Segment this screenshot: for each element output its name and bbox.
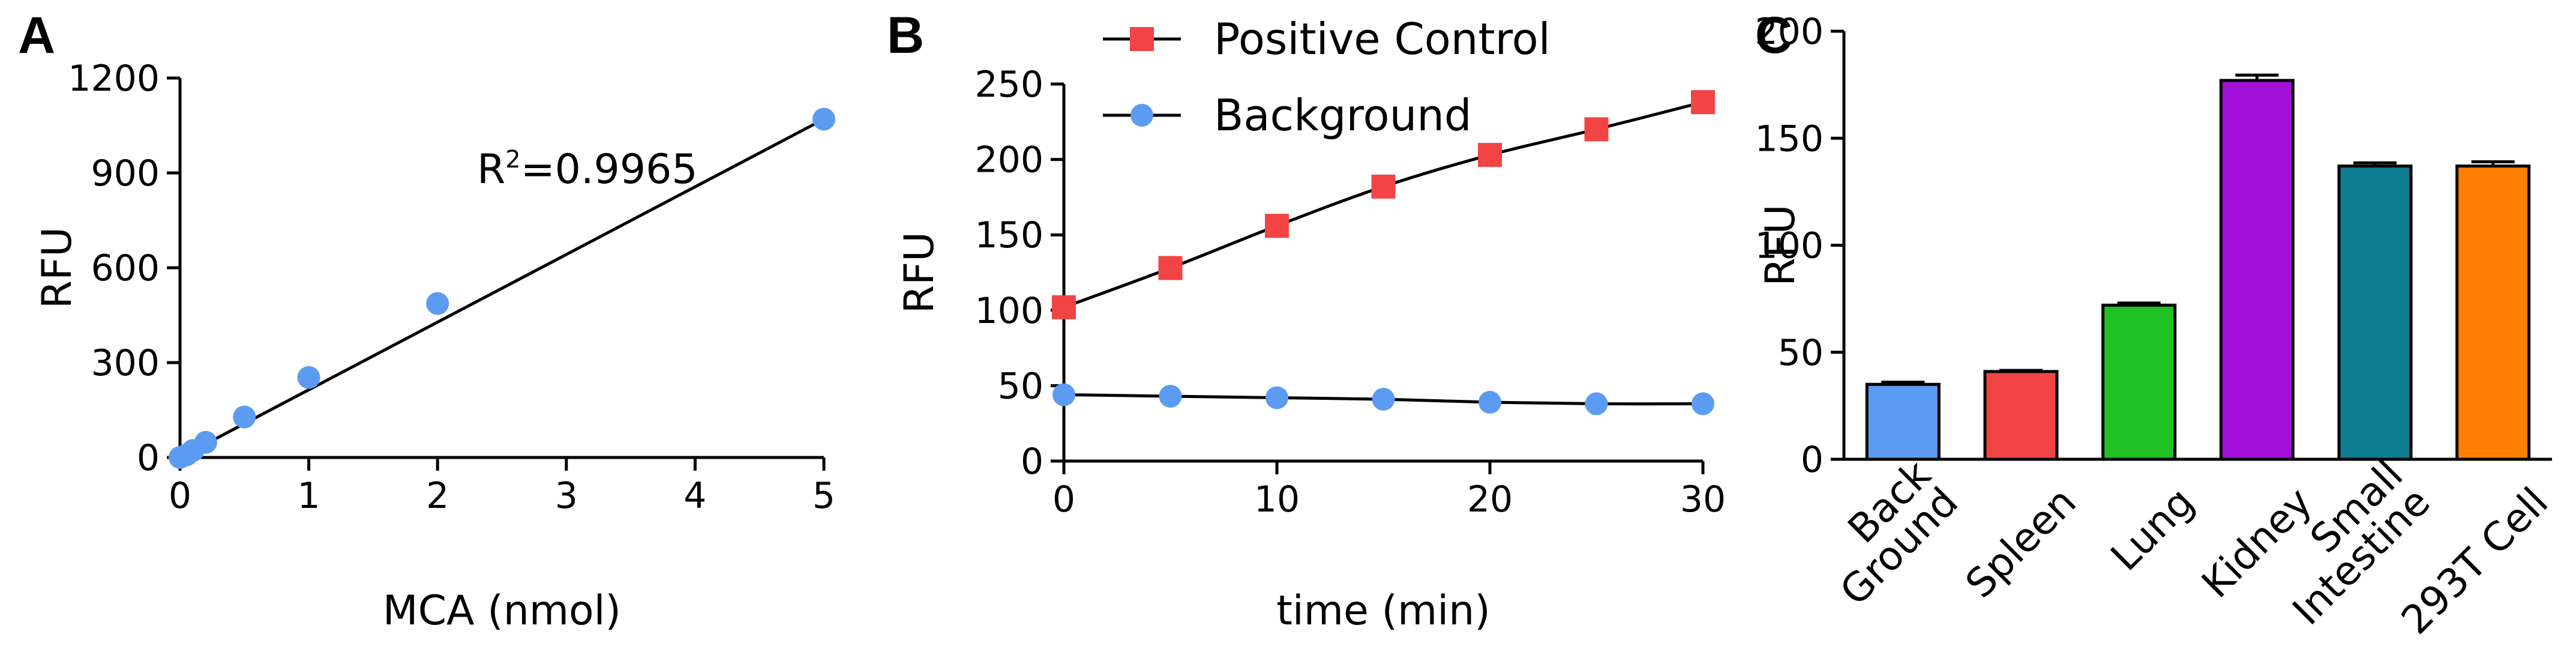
x-tick-label: 3 — [555, 475, 578, 517]
x-tick-label: 1 — [298, 475, 320, 517]
fit-line — [179, 118, 825, 459]
bar — [2337, 165, 2413, 461]
x-tick-label: 5 — [812, 475, 835, 517]
data-point — [1478, 143, 1502, 168]
x-tick-label: 10 — [1254, 478, 1300, 521]
y-tick-label: 250 — [974, 64, 1043, 106]
bar — [2101, 303, 2177, 461]
bar — [1865, 382, 1941, 461]
y-tick-label: 200 — [974, 139, 1043, 181]
y-tick-label: 50 — [998, 365, 1043, 407]
bar — [2455, 165, 2531, 461]
legend-marker — [1130, 27, 1154, 51]
data-point — [297, 366, 320, 389]
data-point — [1691, 90, 1715, 115]
x-tick-label: 0 — [1052, 478, 1075, 521]
y-axis-label: RFU — [1757, 204, 1804, 286]
legend-label: Positive Control — [1214, 14, 1551, 64]
panel-label: A — [18, 7, 55, 64]
y-tick-label: 300 — [91, 342, 160, 384]
y-tick-label: 100 — [974, 290, 1043, 332]
y-axis-label: RFU — [34, 227, 81, 309]
panel-label: B — [887, 7, 924, 64]
category-label: BackGround — [1804, 451, 1968, 614]
y-tick-label: 0 — [137, 437, 160, 479]
x-tick-label: 0 — [169, 475, 191, 517]
y-tick-label: 50 — [1778, 332, 1824, 374]
y-tick-label: 150 — [1755, 118, 1824, 160]
r-squared-annotation: R2=0.9965 — [477, 146, 698, 193]
y-tick-label: 200 — [1755, 11, 1824, 53]
data-point — [1052, 383, 1075, 406]
data-point — [1585, 392, 1608, 415]
y-tick-label: 600 — [91, 247, 160, 289]
data-point — [1265, 386, 1288, 409]
y-tick-label: 150 — [974, 214, 1043, 256]
category-label: Lung — [2102, 478, 2203, 579]
x-tick-label: 4 — [683, 475, 706, 517]
x-tick-label: 2 — [426, 475, 449, 517]
legend-label: Background — [1214, 90, 1472, 140]
y-tick-label: 100 — [1755, 225, 1824, 267]
category-label: Spleen — [1957, 478, 2085, 607]
x-tick-label: 30 — [1680, 478, 1726, 521]
x-axis-label: time (min) — [1276, 587, 1491, 635]
y-tick-label: 900 — [91, 152, 160, 195]
data-point — [1371, 174, 1396, 199]
data-point — [812, 107, 835, 131]
data-point — [1052, 295, 1076, 319]
x-axis-label: MCA (nmol) — [383, 587, 621, 635]
data-point — [233, 405, 256, 429]
y-tick-label: 0 — [1021, 441, 1043, 483]
data-point — [1479, 391, 1501, 414]
data-point — [1372, 388, 1395, 411]
panel-b: B 0 50 100 150 200 250 0 10 20 30 time (min) RFU Posi… — [887, 7, 1726, 635]
data-point — [426, 292, 449, 315]
y-tick-label: 1200 — [68, 58, 160, 100]
x-tick-label: 20 — [1467, 478, 1513, 521]
legend-marker — [1130, 104, 1153, 127]
data-point — [1265, 214, 1289, 238]
bar — [1983, 370, 2059, 461]
data-point — [1159, 384, 1182, 408]
y-axis-label: RFU — [896, 232, 943, 313]
bar — [2219, 79, 2295, 461]
data-point — [194, 430, 217, 454]
data-point — [1692, 392, 1714, 415]
data-point — [1158, 256, 1183, 280]
data-point — [1584, 117, 1609, 142]
y-tick-label: 0 — [1801, 439, 1824, 481]
panel-a: A 0 300 600 900 1200 0 1 2 3 4 5 MCA (nmol) RFU R2=0.9… — [18, 7, 835, 635]
panel-label: C — [1755, 7, 1792, 64]
